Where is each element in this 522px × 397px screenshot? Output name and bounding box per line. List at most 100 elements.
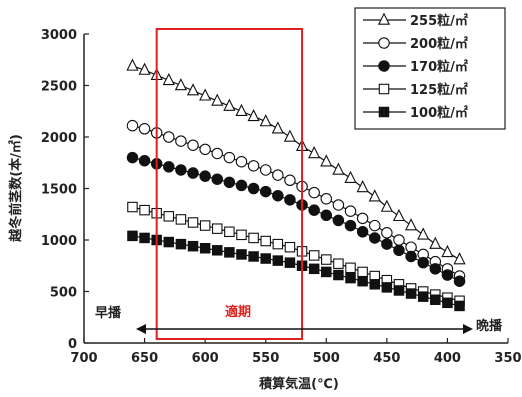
optimal-period-box	[155, 28, 304, 340]
x-tick-label: 700	[70, 351, 97, 366]
data-point	[236, 229, 247, 241]
data-point	[332, 162, 345, 175]
legend: 255粒/㎡ 200粒/㎡ 170粒/㎡ 125粒/㎡ 100粒/㎡	[354, 7, 506, 130]
data-point	[369, 279, 380, 290]
data-point	[186, 83, 200, 96]
data-point	[199, 242, 211, 254]
data-point	[429, 263, 442, 275]
data-point	[163, 236, 175, 248]
series-2	[126, 151, 466, 287]
data-point	[381, 282, 393, 293]
data-point	[430, 294, 441, 305]
data-point	[368, 219, 381, 232]
data-point	[344, 170, 357, 183]
data-point	[260, 235, 271, 247]
data-point	[308, 186, 320, 199]
data-point	[308, 263, 320, 275]
data-point	[453, 252, 466, 265]
y-tick-label: 1000	[41, 234, 77, 249]
data-point	[284, 257, 296, 268]
series-line	[132, 235, 460, 307]
data-point	[211, 173, 224, 185]
early-sowing-label: 早播	[95, 305, 122, 321]
legend-marker	[378, 37, 390, 49]
data-point	[223, 176, 236, 189]
data-point	[283, 129, 297, 142]
data-point	[126, 151, 139, 164]
data-point	[223, 98, 236, 111]
plot-area	[126, 28, 473, 340]
data-point	[368, 232, 381, 244]
data-point	[187, 217, 199, 228]
legend-marker	[378, 83, 390, 95]
data-point	[332, 199, 345, 211]
timing-arrow-left-head	[136, 324, 146, 334]
data-point	[320, 209, 333, 222]
data-point	[333, 269, 344, 281]
data-point	[442, 297, 453, 309]
data-point	[380, 199, 393, 212]
data-point	[259, 114, 272, 127]
data-point	[187, 240, 199, 252]
data-point	[429, 236, 442, 249]
data-point	[272, 189, 284, 202]
series-line	[132, 125, 460, 277]
x-axis-label: 積算気温(℃)	[258, 376, 339, 392]
data-point	[126, 119, 139, 132]
y-tick-label: 1500	[41, 183, 77, 198]
data-point	[224, 247, 235, 258]
data-point	[368, 189, 381, 202]
data-point	[247, 108, 260, 122]
data-point	[308, 204, 320, 216]
data-point	[127, 201, 138, 213]
data-point	[393, 285, 405, 296]
data-point	[138, 62, 151, 75]
legend-entry: 100粒/㎡	[363, 105, 468, 121]
data-point	[284, 174, 296, 187]
legend-entry: 200粒/㎡	[363, 36, 468, 52]
data-point	[381, 227, 393, 239]
data-point	[356, 180, 369, 193]
data-point	[404, 218, 418, 231]
data-point	[163, 211, 175, 222]
data-point	[127, 230, 138, 242]
y-tick-label: 3000	[41, 28, 77, 43]
data-point	[405, 250, 417, 263]
data-point	[175, 238, 187, 250]
data-point	[271, 121, 284, 134]
data-point	[453, 275, 466, 287]
x-tick-label: 450	[373, 351, 400, 366]
data-point	[212, 223, 223, 234]
data-point	[357, 266, 368, 278]
data-point	[272, 169, 284, 181]
legend-entry: 170粒/㎡	[363, 59, 468, 75]
data-point	[357, 275, 368, 287]
data-point	[393, 244, 405, 257]
x-tick-label: 650	[131, 351, 158, 366]
data-point	[211, 93, 224, 106]
x-tick-label: 550	[252, 351, 279, 366]
series-4	[127, 230, 465, 312]
series-0	[126, 58, 466, 265]
data-point	[381, 238, 393, 250]
data-point	[248, 251, 259, 262]
data-point	[247, 160, 260, 172]
data-point	[174, 78, 188, 91]
data-point	[223, 151, 236, 164]
legend-marker	[378, 106, 390, 118]
optimal-period-label: 適期	[225, 304, 251, 320]
data-point	[162, 72, 175, 86]
y-axis-label: 越冬前茎数(本/㎡)	[8, 134, 24, 243]
data-point	[272, 255, 284, 266]
data-point	[345, 262, 356, 274]
data-point	[441, 269, 454, 281]
series-line	[132, 65, 460, 261]
data-point	[441, 244, 454, 258]
data-point	[248, 232, 259, 244]
x-tick-label: 350	[494, 351, 521, 366]
data-point	[175, 164, 187, 176]
legend-label: 170粒/㎡	[410, 59, 468, 75]
data-point	[344, 219, 357, 232]
data-point	[175, 214, 187, 225]
